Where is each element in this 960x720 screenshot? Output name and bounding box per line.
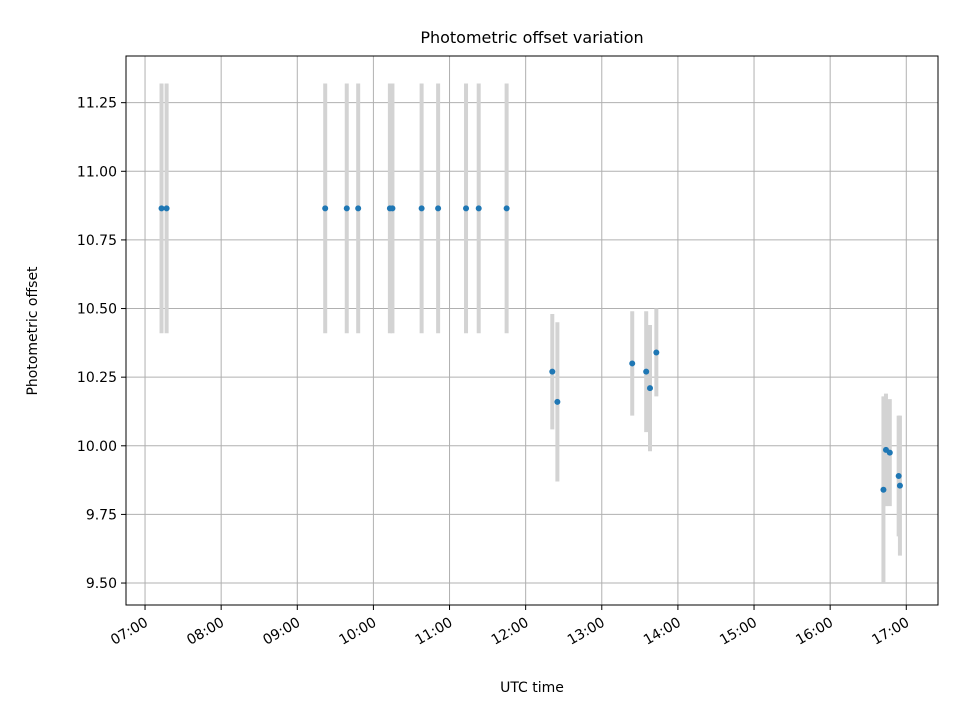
data-point (355, 205, 362, 212)
data-point (549, 368, 556, 375)
y-tick-label: 10.25 (77, 370, 117, 386)
x-axis-label: UTC time (500, 680, 564, 696)
y-tick-label: 10.50 (77, 302, 117, 318)
data-point (389, 205, 396, 212)
data-point (880, 486, 887, 493)
data-point (503, 205, 510, 212)
y-tick-label: 11.00 (77, 164, 117, 180)
grid (126, 56, 938, 605)
y-axis-ticks: 9.50 9.75 10.00 10.25 10.50 10.75 11.00 11.25 (77, 96, 126, 592)
data-point (322, 205, 329, 212)
data-point (463, 205, 470, 212)
data-point (896, 482, 903, 489)
data-point (646, 385, 653, 392)
y-tick-label: 11.25 (77, 96, 117, 112)
y-tick-label: 10.00 (77, 439, 117, 455)
data-point (435, 205, 442, 212)
points (158, 205, 903, 493)
plot-frame (125, 55, 939, 606)
y-tick-label: 9.50 (86, 576, 117, 592)
data-point (643, 368, 650, 375)
data-point (886, 449, 893, 456)
data-point (475, 205, 482, 212)
y-axis-label: Photometric offset (25, 266, 41, 396)
data-point (653, 349, 660, 356)
data-point (343, 205, 350, 212)
y-tick-label: 10.75 (77, 233, 117, 249)
data-point (158, 205, 165, 212)
data-point (629, 360, 636, 367)
y-tick-label: 9.75 (86, 507, 117, 523)
data-point (554, 398, 561, 405)
data-point (895, 472, 902, 479)
data-point (163, 205, 170, 212)
data-point (418, 205, 425, 212)
chart-title: Photometric offset variation (420, 28, 643, 47)
